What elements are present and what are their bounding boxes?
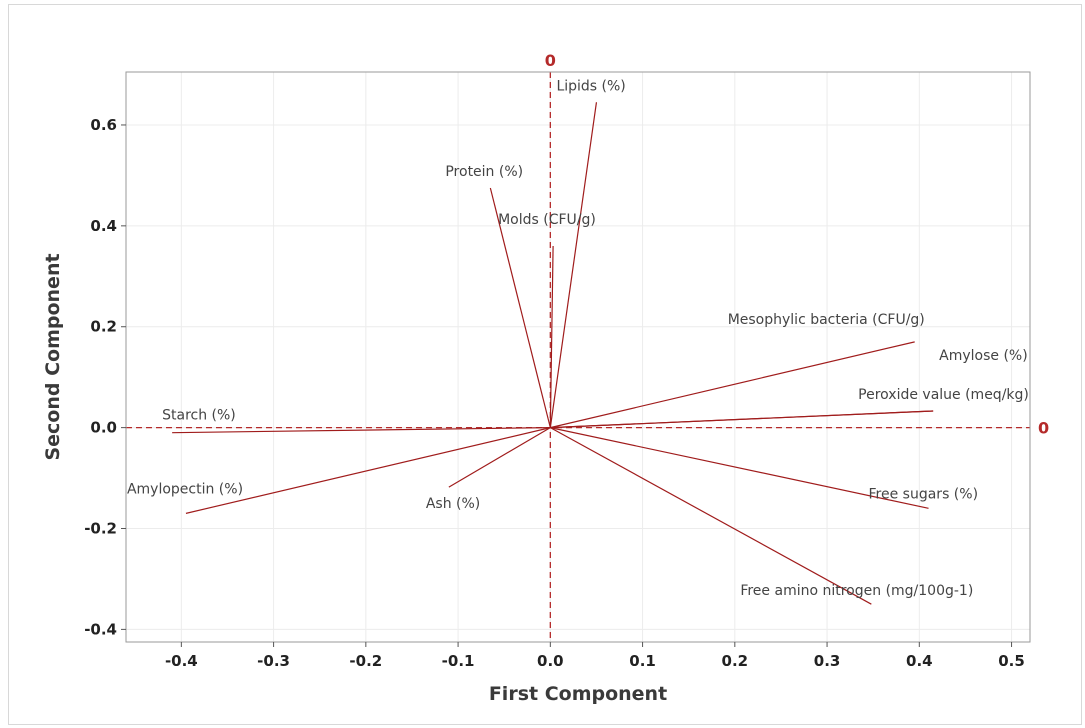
x-tick-label: -0.1 — [442, 652, 475, 670]
y-tick-label: 0.0 — [90, 419, 117, 437]
y-axis-title: Second Component — [42, 253, 64, 460]
loading-vector — [549, 246, 554, 428]
x-axis-title: First Component — [489, 683, 667, 705]
x-tick-label: 0.0 — [537, 652, 564, 670]
x-tick-label: 0.4 — [906, 652, 933, 670]
loading-label: Starch (%) — [162, 408, 236, 424]
loading-vector — [550, 427, 929, 509]
y-tick-label: -0.4 — [84, 620, 117, 638]
x-tick-label: 0.3 — [814, 652, 841, 670]
loading-vector — [550, 427, 872, 605]
x-tick-label: -0.2 — [349, 652, 382, 670]
x-tick-label: 0.2 — [722, 652, 749, 670]
x-tick-label: 0.1 — [629, 652, 656, 670]
reference-lines: 00 — [126, 51, 1049, 642]
loading-vector — [549, 102, 598, 428]
loading-vector — [489, 187, 551, 428]
loading-label: Free sugars (%) — [869, 486, 979, 502]
horizontal-reference-label: 0 — [1038, 419, 1049, 438]
y-tick-label: 0.4 — [90, 217, 117, 235]
vertical-reference-label: 0 — [545, 51, 556, 70]
loading-label: Amylopectin (%) — [127, 481, 243, 497]
loading-vector — [550, 341, 915, 429]
loading-plot: 00 Lipids (%)Protein (%)Molds (CFU/g)Mes… — [42, 51, 1049, 705]
loading-vector — [550, 410, 934, 429]
loading-vector — [172, 427, 551, 434]
y-axis-ticks: -0.4 -0.2 0.0 0.2 0.4 0.6 — [84, 116, 126, 638]
x-tick-label: 0.5 — [998, 652, 1025, 670]
loading-label: Ash (%) — [426, 496, 480, 512]
loading-vector — [448, 427, 551, 488]
y-tick-label: 0.2 — [90, 318, 117, 336]
x-tick-label: -0.3 — [257, 652, 290, 670]
loading-label: Lipids (%) — [556, 78, 625, 94]
loading-label: Free amino nitrogen (mg/100g-1) — [740, 583, 973, 599]
loading-vector — [185, 427, 551, 514]
y-tick-label: -0.2 — [84, 520, 117, 538]
loading-label: Mesophylic bacteria (CFU/g) — [728, 312, 925, 328]
loading-label: Protein (%) — [445, 164, 523, 180]
loading-label: Peroxide value (meq/kg) — [858, 387, 1029, 403]
loading-labels: Lipids (%) Protein (%) Molds (CFU/g) Mesoph… — [127, 78, 1029, 599]
gridlines — [126, 72, 1030, 642]
x-axis-ticks: -0.4 -0.3 -0.2 -0.1 0.0 0.1 0.2 0.3 0.4 0.5 — [165, 642, 1025, 670]
loading-label: Amylose (%) — [939, 348, 1028, 364]
y-tick-label: 0.6 — [90, 116, 117, 134]
plot-area-border — [125, 71, 1031, 643]
loading-vectors — [172, 102, 934, 605]
loading-label: Molds (CFU/g) — [498, 212, 596, 228]
x-tick-label: -0.4 — [165, 652, 198, 670]
